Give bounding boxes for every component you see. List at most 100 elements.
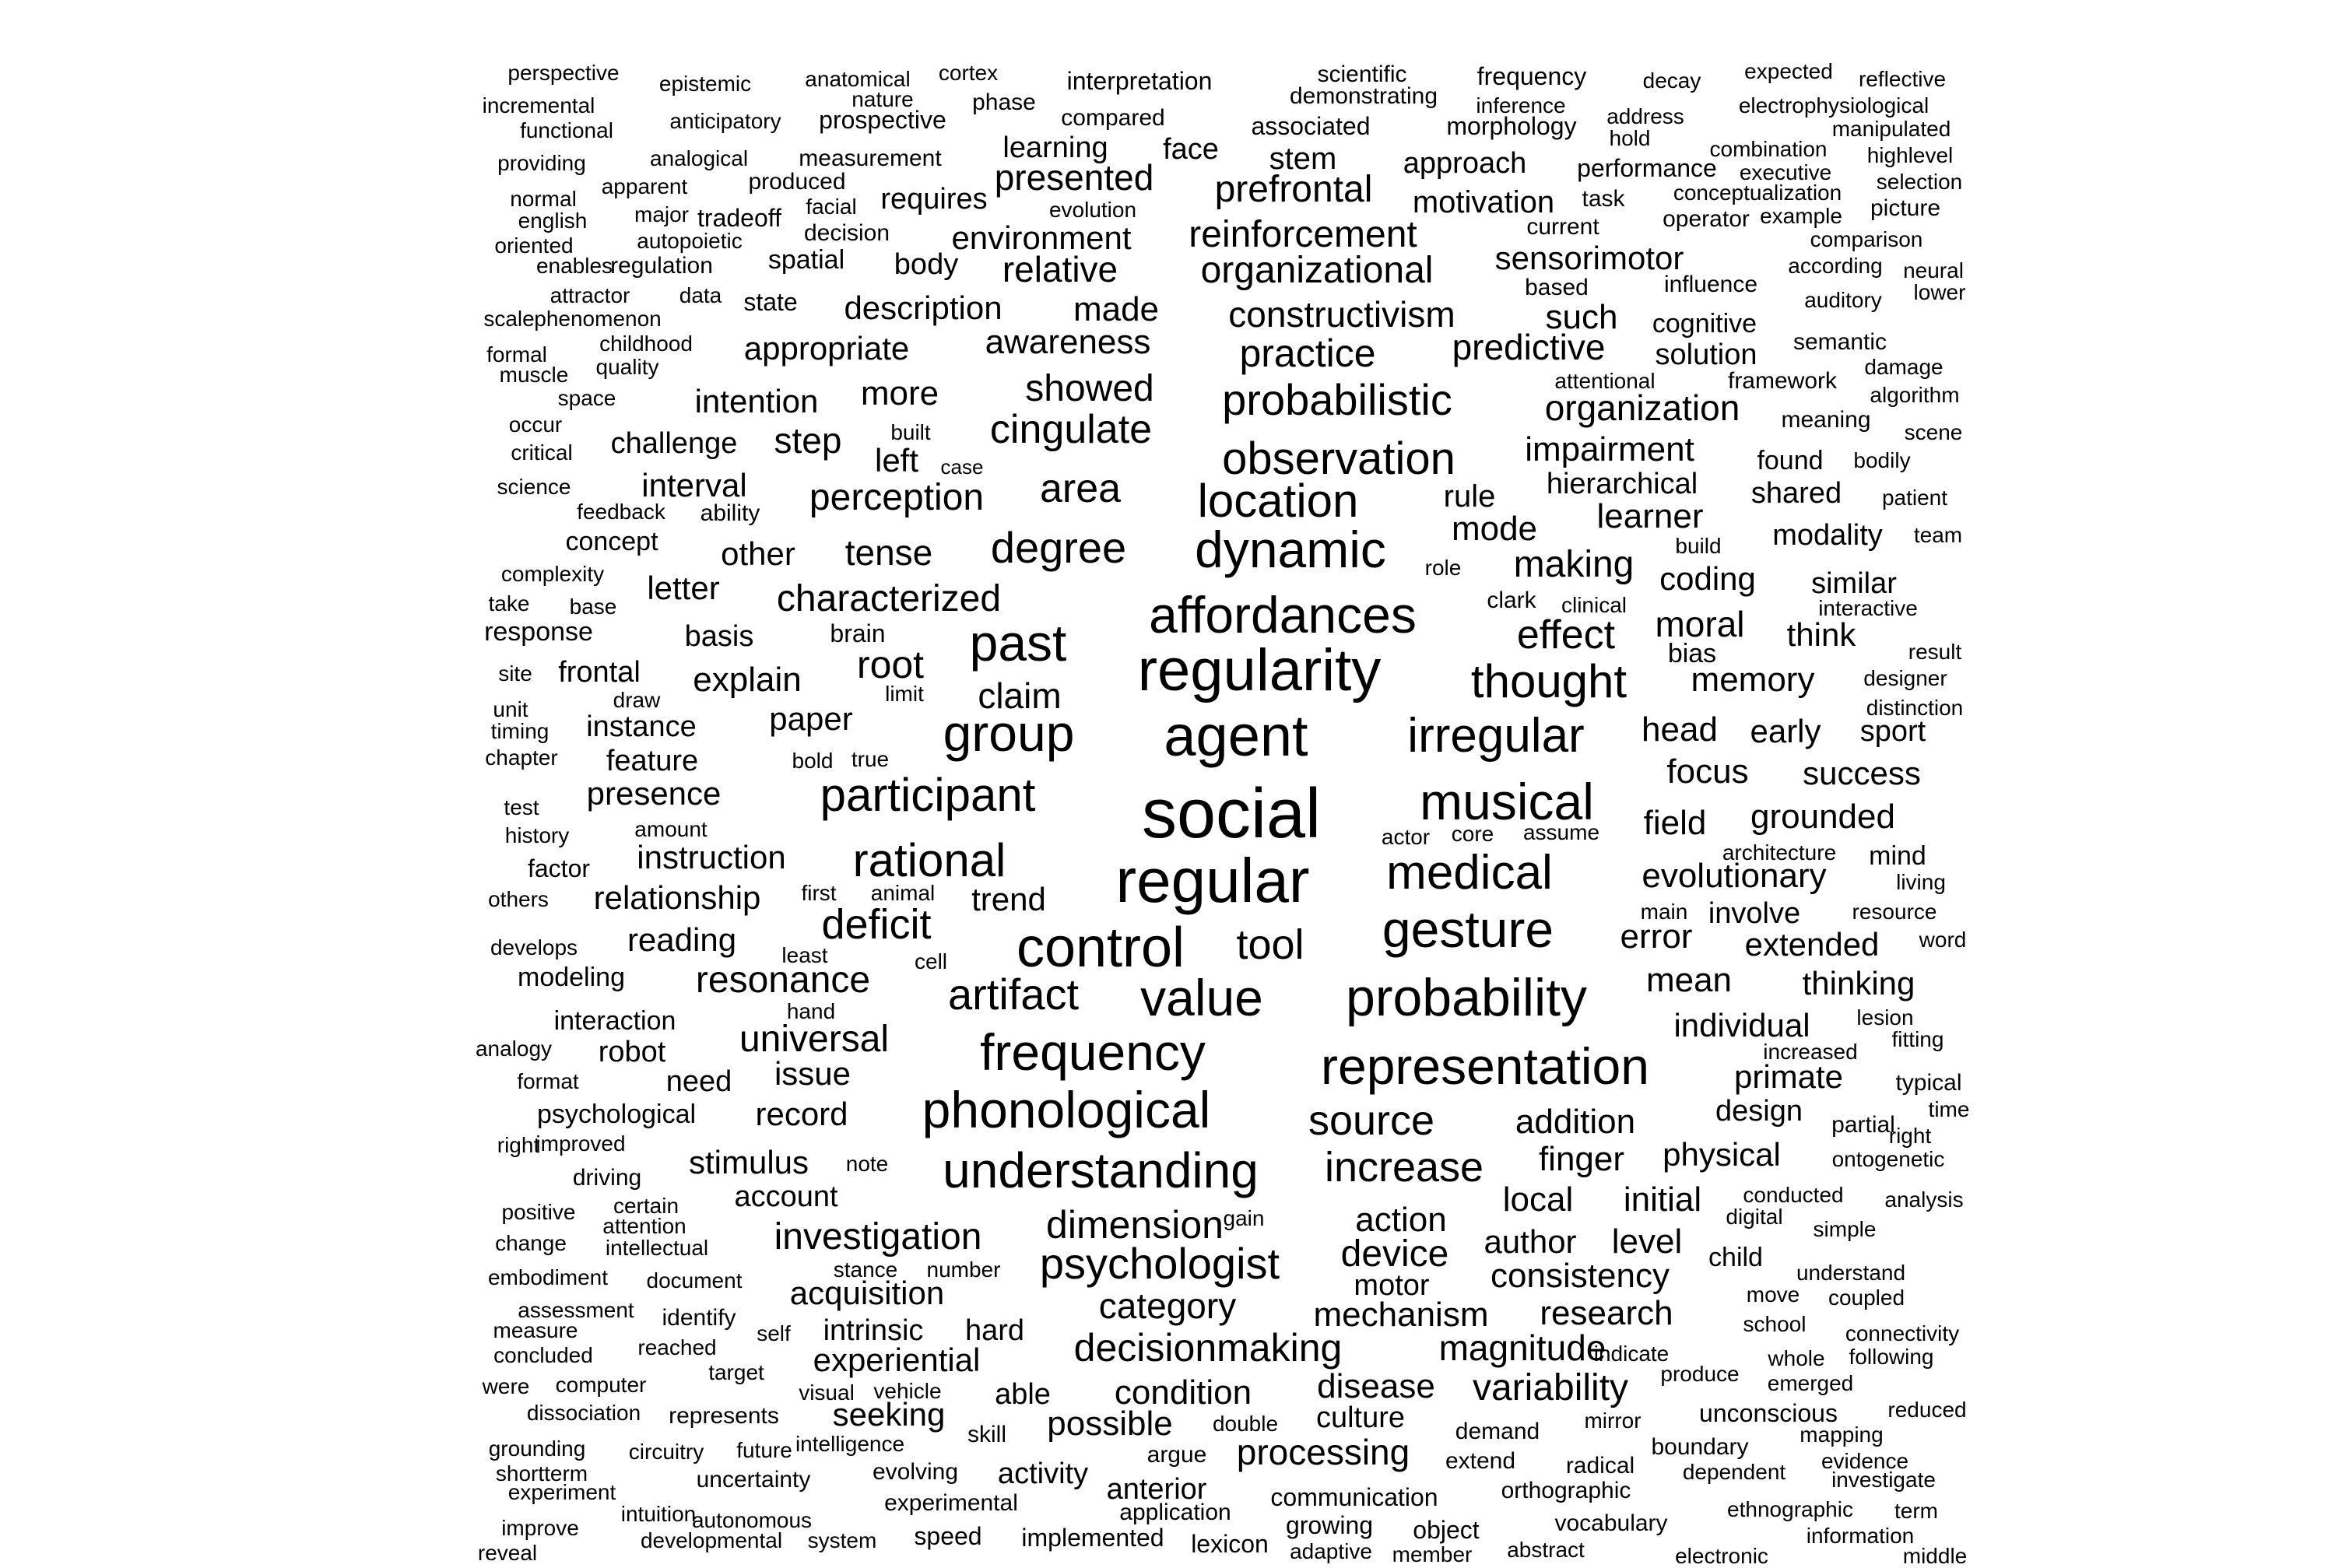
cloud-word: other — [721, 535, 795, 572]
cloud-word: manipulated — [1831, 117, 1951, 141]
cloud-word: consistency — [1491, 1257, 1670, 1295]
cloud-word: rational — [852, 834, 1006, 886]
cloud-word: major — [634, 202, 690, 226]
cloud-word: skill — [967, 1422, 1006, 1447]
cloud-word: source — [1308, 1097, 1435, 1144]
cloud-word: influence — [1663, 272, 1758, 297]
cloud-word: gain — [1223, 1206, 1265, 1230]
cloud-word: intelligence — [795, 1432, 905, 1456]
cloud-word: member — [1392, 1542, 1473, 1566]
cloud-word: driving — [572, 1165, 642, 1191]
cloud-word: simple — [1813, 1217, 1877, 1241]
cloud-word: seeking — [832, 1396, 946, 1433]
cloud-word: awareness — [985, 323, 1151, 361]
cloud-word: assessment — [518, 1298, 634, 1322]
cloud-word: addition — [1515, 1103, 1636, 1141]
cloud-word: providing — [497, 151, 586, 175]
cloud-word: evolution — [1048, 198, 1137, 222]
cloud-word: morphology — [1446, 112, 1577, 140]
cloud-word: positive — [501, 1200, 576, 1224]
cloud-word: partial — [1831, 1112, 1895, 1138]
cloud-word: think — [1786, 616, 1856, 653]
cloud-word: animal — [870, 881, 936, 905]
cloud-word: result — [1908, 640, 1962, 664]
cloud-word: mean — [1645, 961, 1733, 999]
cloud-word: following — [1849, 1345, 1934, 1369]
cloud-word: relationship — [593, 879, 761, 916]
cloud-word: decay — [1642, 68, 1701, 93]
cloud-word: more — [860, 374, 939, 412]
cloud-word: hand — [786, 999, 836, 1023]
cloud-word: cingulate — [989, 407, 1153, 452]
cloud-word: built — [890, 420, 931, 444]
cloud-word: argue — [1146, 1442, 1207, 1468]
cloud-word: analogy — [475, 1037, 553, 1061]
cloud-word: formal — [486, 342, 547, 367]
cloud-word: base — [569, 595, 617, 619]
cloud-word: resonance — [695, 959, 871, 1001]
cloud-word: increased — [1763, 1040, 1858, 1064]
cloud-word: first — [801, 881, 837, 905]
cloud-word: intrinsic — [823, 1314, 924, 1347]
cloud-word: mode — [1451, 510, 1538, 548]
cloud-word: perspective — [507, 61, 620, 85]
cloud-word: investigation — [774, 1216, 982, 1258]
cloud-word: decisionmaking — [1073, 1326, 1343, 1370]
cloud-word: comparison — [1810, 227, 1923, 251]
cloud-word: magnitude — [1438, 1328, 1606, 1368]
cloud-word: enables — [535, 254, 613, 278]
cloud-word: complexity — [500, 562, 605, 586]
cloud-word: measurement — [799, 146, 942, 171]
cloud-word: mind — [1869, 841, 1926, 871]
cloud-word: understand — [1796, 1261, 1906, 1285]
cloud-word: affordances — [1149, 586, 1417, 644]
cloud-word: phonological — [922, 1081, 1211, 1138]
cloud-word: concept — [565, 527, 658, 556]
cloud-word: trend — [971, 881, 1046, 917]
cloud-word: dimension — [1046, 1203, 1224, 1247]
cloud-word: architecture — [1722, 840, 1837, 865]
cloud-word: change — [495, 1231, 567, 1255]
cloud-word: right — [497, 1133, 540, 1157]
cloud-word: such — [1545, 298, 1618, 336]
cloud-word: information — [1806, 1524, 1915, 1548]
cloud-word: autonomous — [691, 1508, 813, 1532]
cloud-word: participant — [820, 769, 1036, 821]
cloud-word: draw — [613, 688, 661, 712]
cloud-word: develops — [490, 935, 578, 959]
cloud-word: abstract — [1507, 1538, 1585, 1562]
cloud-word: primate — [1733, 1058, 1844, 1095]
cloud-word: coupled — [1828, 1286, 1905, 1310]
cloud-word: attentional — [1554, 369, 1656, 393]
cloud-word: presence — [586, 775, 722, 812]
cloud-word: activity — [997, 1458, 1089, 1490]
cloud-word: reading — [627, 921, 737, 958]
cloud-word: found — [1757, 446, 1824, 475]
cloud-word: connectivity — [1845, 1321, 1960, 1345]
cloud-word: conducted — [1743, 1183, 1844, 1207]
cloud-word: design — [1715, 1095, 1803, 1128]
cloud-word: need — [665, 1065, 732, 1098]
cloud-word: field — [1643, 804, 1707, 842]
cloud-word: others — [488, 887, 549, 911]
cloud-word: spatial — [767, 245, 845, 275]
cloud-word: coding — [1659, 560, 1756, 597]
cloud-word: characterized — [776, 578, 1002, 619]
cloud-word: regular — [1115, 846, 1310, 915]
cloud-word: motivation — [1412, 185, 1555, 219]
cloud-word: scale — [483, 307, 535, 331]
cloud-word: hard — [964, 1314, 1025, 1347]
cloud-word: middle — [1902, 1544, 1968, 1568]
cloud-word: evidence — [1821, 1449, 1909, 1473]
cloud-word: whole — [1768, 1346, 1825, 1370]
cloud-word: site — [498, 661, 532, 686]
cloud-word: practice — [1239, 331, 1376, 375]
cloud-word: highlevel — [1866, 143, 1954, 167]
cloud-word: mapping — [1800, 1422, 1884, 1447]
cloud-word: produce — [1660, 1362, 1740, 1386]
cloud-word: functional — [520, 118, 613, 142]
cloud-word: left — [874, 442, 919, 479]
cloud-word: reinforcement — [1189, 214, 1417, 255]
cloud-word: made — [1073, 290, 1160, 328]
cloud-word: stimulus — [688, 1144, 809, 1180]
